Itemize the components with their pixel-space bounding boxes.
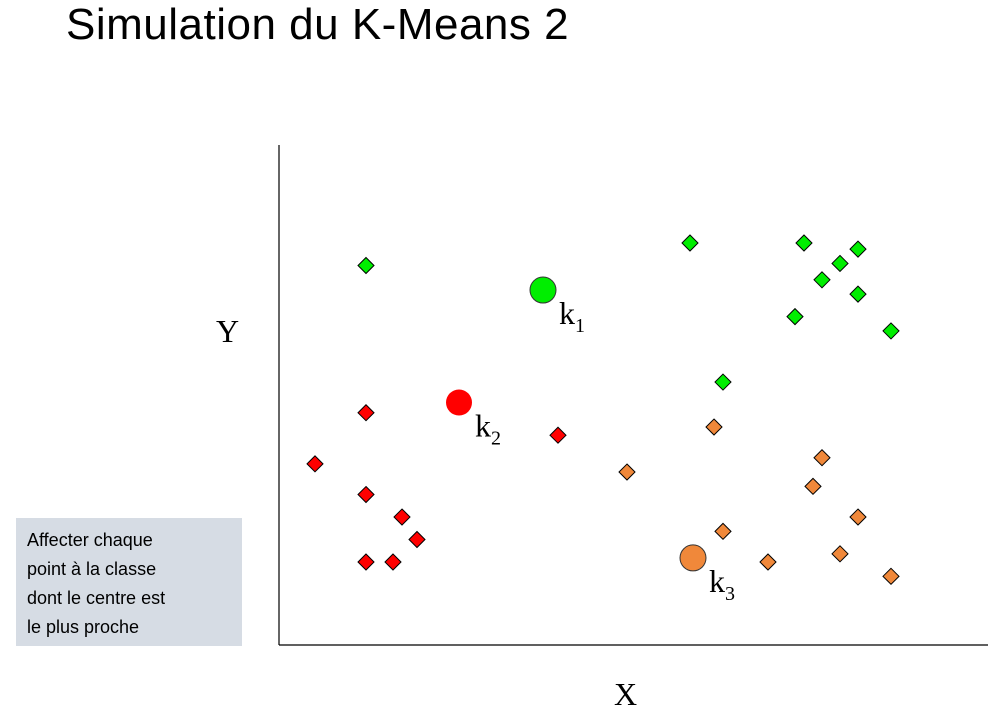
centroid-label-k2: k2 (475, 408, 501, 450)
data-point-k2 (306, 455, 324, 473)
data-point-k3 (813, 449, 831, 467)
data-point-k1 (714, 373, 732, 391)
instruction-line: le plus proche (27, 617, 140, 637)
instruction-line: Affecter chaque (27, 530, 153, 550)
data-point-k1 (795, 234, 813, 252)
centroid-k3 (679, 544, 707, 572)
data-points (306, 234, 900, 586)
data-point-k3 (759, 553, 777, 571)
data-point-k1 (849, 240, 867, 258)
data-point-k3 (849, 508, 867, 526)
centroids: k1 k2 k3 (446, 276, 735, 605)
instruction-box: Affecter chaque point à la classe dont l… (16, 518, 242, 646)
data-point-k2 (357, 485, 375, 504)
data-point-k3 (882, 567, 900, 586)
data-point-k1 (357, 256, 375, 275)
data-point-k3 (705, 418, 723, 436)
centroid-label-subscript: 3 (725, 583, 735, 605)
data-point-k3 (618, 463, 636, 481)
centroid-label-subscript: 2 (491, 428, 501, 450)
data-point-k1 (882, 322, 900, 340)
instruction-line: dont le centre est (27, 588, 166, 608)
centroid-label-subscript: 1 (575, 315, 585, 337)
data-point-k1 (813, 271, 831, 289)
data-point-k2 (393, 508, 411, 526)
data-point-k2 (549, 426, 567, 444)
centroid-k1 (529, 276, 557, 304)
centroid-label-k3: k3 (709, 563, 735, 605)
data-point-k2 (357, 553, 375, 571)
data-point-k1 (681, 234, 699, 252)
data-point-k2 (384, 553, 402, 571)
data-point-k3 (714, 522, 732, 541)
data-point-k3 (831, 545, 849, 563)
y-axis-label: Y (216, 313, 239, 349)
centroid-label-k1: k1 (559, 295, 585, 337)
data-point-k1 (849, 285, 867, 303)
data-point-k1 (786, 307, 804, 326)
data-point-k1 (831, 254, 849, 273)
data-point-k2 (357, 404, 375, 422)
slide-title: Simulation du K-Means 2 (66, 0, 570, 49)
centroid-k2 (446, 389, 472, 416)
data-point-k3 (804, 477, 822, 496)
data-point-k2 (408, 530, 426, 549)
x-axis-label: X (614, 676, 637, 710)
instruction-line: point à la classe (27, 559, 157, 579)
